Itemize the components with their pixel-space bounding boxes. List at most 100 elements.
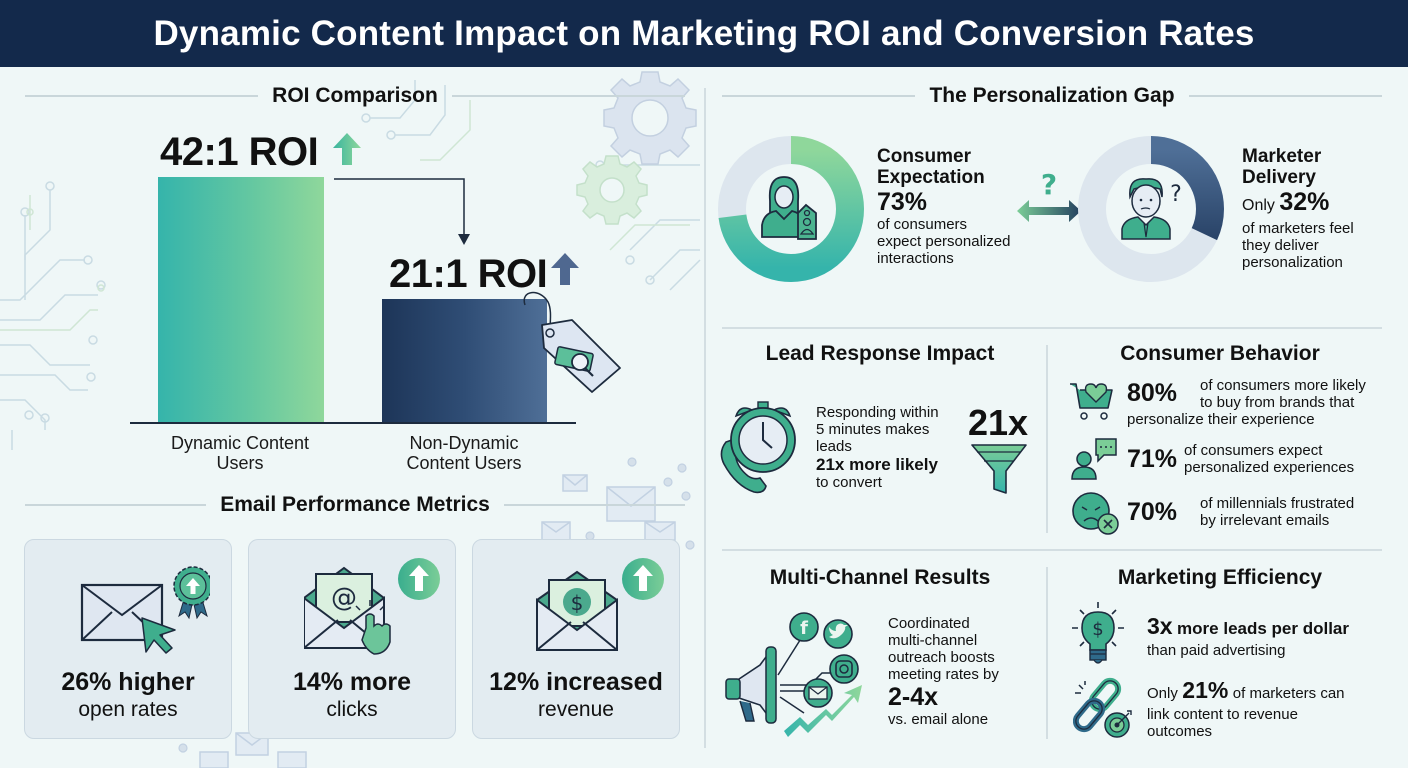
consumer-desc: interactions: [877, 250, 954, 267]
up-arrow-icon: [551, 253, 579, 285]
marketer-delivery-block: Marketer Delivery Only 32% of marketers …: [1242, 146, 1354, 272]
marketer-heading: Marketer: [1242, 146, 1322, 167]
funnel-icon: [971, 444, 1027, 494]
right-section-divider: [722, 327, 1382, 329]
behavior-section-title: Consumer Behavior: [1120, 342, 1320, 365]
multichannel-description: Coordinated multi-channel outreach boost…: [888, 615, 999, 728]
title-rule-right: [451, 95, 685, 97]
consumer-desc: of consumers: [877, 216, 968, 233]
efficiency-bold-text: more leads per dollar: [1177, 619, 1349, 638]
category-line: Dynamic Content: [170, 433, 310, 453]
multichannel-line: vs. email alone: [888, 711, 989, 728]
metric-value: 12% increased: [489, 668, 663, 696]
woman-with-tag-icon: [761, 176, 817, 240]
roi-section-title: ROI Comparison: [25, 84, 685, 108]
category-label-non-dynamic: Non-Dynamic Content Users: [364, 433, 564, 473]
consumer-heading: Expectation: [877, 167, 985, 188]
title-rule-left: [722, 95, 916, 97]
behavior-percent-71: 71%: [1127, 445, 1178, 473]
behavior-text-80: of consumers more likely to buy from bra…: [1200, 377, 1366, 411]
behavior-line: of consumers more likely: [1200, 377, 1366, 394]
behavior-text-80-cont: personalize their experience: [1127, 411, 1315, 428]
category-line: Users: [216, 453, 264, 473]
envelope-cursor-icon: [80, 566, 210, 654]
marketer-desc: they deliver: [1242, 237, 1319, 254]
efficiency-item-revenue: Only 21% of marketers can link content t…: [1147, 678, 1345, 740]
svg-text:@: @: [331, 583, 357, 613]
category-label-dynamic: Dynamic Content Users: [140, 433, 340, 473]
consumer-percent: 73%: [877, 188, 928, 216]
behavior-line: of consumers expect: [1184, 442, 1323, 459]
chart-baseline: [130, 422, 576, 424]
right-mid-divider: [1046, 345, 1048, 533]
consumer-desc: expect personalized: [877, 233, 1011, 250]
stopwatch-phone-icon: [720, 401, 796, 494]
email-card-open-rates: 26% higher open rates: [24, 539, 232, 739]
efficiency-prefix: Only: [1147, 685, 1178, 702]
behavior-text-70: of millennials frustrated by irrelevant …: [1200, 495, 1354, 529]
title-rule-right: [1188, 95, 1382, 97]
multichannel-big: 2-4x: [888, 683, 939, 711]
up-arrow-circle-icon: [622, 558, 664, 600]
gap-title-text: The Personalization Gap: [929, 84, 1175, 107]
behavior-line: by irrelevant emails: [1200, 512, 1330, 529]
roi-title-text: ROI Comparison: [272, 84, 438, 107]
email-section-title: Email Performance Metrics: [25, 493, 685, 517]
svg-text:$: $: [571, 591, 584, 615]
title-rule-right: [503, 504, 685, 506]
efficiency-section-title: Marketing Efficiency: [1117, 566, 1323, 589]
main-column-divider: [704, 88, 706, 748]
behavior-line: of millennials frustrated: [1200, 495, 1355, 512]
person-chat-icon: [1071, 438, 1117, 480]
consumer-heading: Consumer: [877, 146, 971, 167]
bar-non-dynamic-content-users: [382, 299, 547, 423]
efficiency-line: than paid advertising: [1147, 642, 1286, 659]
lead-section-title: Lead Response Impact: [765, 342, 995, 365]
lead-line: 5 minutes makes: [816, 421, 930, 438]
lead-big-multiplier: 21x: [968, 402, 1029, 443]
efficiency-line: outcomes: [1147, 723, 1213, 740]
svg-text:$: $: [1092, 619, 1103, 640]
metric-label: clicks: [326, 698, 378, 721]
multichannel-line: Coordinated: [888, 615, 970, 632]
page-title: Dynamic Content Impact on Marketing ROI …: [153, 13, 1255, 53]
lightbulb-dollar-icon: $: [1072, 602, 1124, 664]
behavior-percent-80: 80%: [1127, 379, 1178, 407]
efficiency-big: 3x: [1147, 613, 1173, 639]
lead-description: Responding within 5 minutes makes leads …: [816, 404, 939, 491]
connector-arrow: [334, 178, 470, 245]
bar-dynamic-content-users: [158, 177, 324, 423]
title-rule-left: [25, 95, 259, 97]
efficiency-item-leads: 3x more leads per dollar than paid adver…: [1147, 614, 1349, 659]
marketer-donut-32: [1078, 136, 1224, 282]
behavior-text-71: of consumers expect personalized experie…: [1184, 442, 1354, 476]
confused-man-icon: ?: [1121, 178, 1182, 240]
category-line: Content Users: [406, 453, 522, 473]
consumer-expectation-block: Consumer Expectation 73% of consumers ex…: [877, 146, 1011, 268]
multichannel-line: outreach boosts: [888, 649, 995, 666]
marketer-percent: 32%: [1279, 188, 1330, 216]
behavior-line: personalized experiences: [1184, 459, 1355, 476]
svg-text:?: ?: [1170, 182, 1182, 207]
consumer-donut-73: [718, 136, 864, 282]
lead-line: to convert: [816, 474, 882, 491]
lead-highlight: 21x more likely: [816, 455, 938, 474]
email-card-revenue: $ 12% increased revenue: [472, 539, 680, 739]
up-arrow-icon: [333, 133, 361, 165]
open-envelope-at-click-icon: @: [304, 566, 391, 655]
megaphone-social-icon: f: [725, 612, 862, 737]
category-line: Non-Dynamic: [409, 433, 519, 453]
metric-label: open rates: [78, 698, 178, 721]
email-card-clicks: @ 14% more clicks: [248, 539, 456, 739]
right-mid-divider: [1046, 567, 1048, 739]
marketer-prefix: Only: [1242, 197, 1275, 214]
metric-value: 26% higher: [61, 668, 195, 696]
multichannel-line: meeting rates by: [888, 666, 999, 683]
price-tag-money-search-icon: [523, 291, 621, 393]
metric-label: revenue: [538, 698, 614, 721]
title-rule-left: [25, 504, 207, 506]
chain-link-target-icon: [1073, 677, 1132, 738]
email-title-text: Email Performance Metrics: [220, 493, 490, 516]
marketer-desc: of marketers feel: [1242, 220, 1354, 237]
marketer-heading: Delivery: [1242, 167, 1316, 188]
